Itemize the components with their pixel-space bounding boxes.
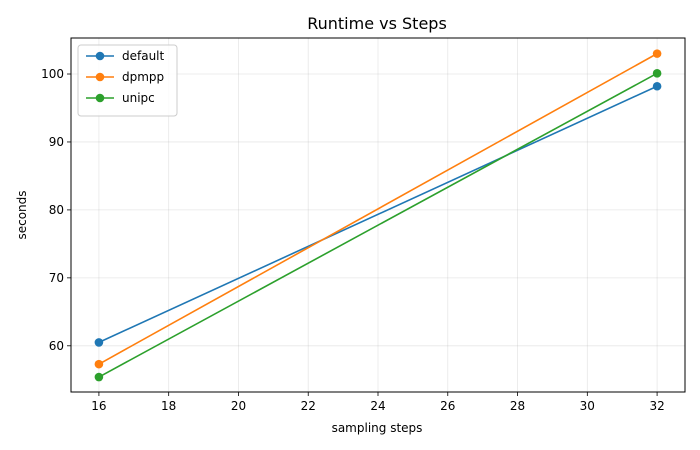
chart-title: Runtime vs Steps — [307, 14, 447, 33]
grid — [71, 38, 685, 392]
x-axis-label: sampling steps — [332, 421, 423, 435]
y-tick-label: 70 — [49, 271, 64, 285]
series-group — [94, 49, 662, 382]
data-point-unipc — [652, 69, 662, 78]
x-tick-label: 30 — [580, 399, 595, 413]
y-tick-label: 60 — [49, 339, 64, 353]
x-tick-label: 16 — [91, 399, 106, 413]
series-line-dpmpp — [98, 52, 658, 365]
x-tick-label: 18 — [161, 399, 176, 413]
data-point-default — [94, 338, 104, 347]
series-line-unipc — [98, 72, 658, 378]
x-tick-label: 20 — [231, 399, 246, 413]
legend-label-default: default — [122, 49, 165, 63]
x-tick-label: 26 — [440, 399, 455, 413]
data-point-unipc — [94, 372, 104, 382]
legend-marker-unipc — [95, 93, 105, 103]
x-tick-label: 22 — [301, 399, 316, 413]
legend-marker-dpmpp — [95, 72, 105, 82]
x-tick-label: 24 — [370, 399, 385, 413]
x-tick-label: 28 — [510, 399, 525, 413]
series-line-default — [98, 85, 658, 344]
y-axis: 60 70 80 90 100 — [41, 67, 71, 353]
legend-marker-default — [95, 51, 105, 61]
legend: default dpmpp unipc — [77, 44, 178, 117]
data-point-dpmpp — [94, 359, 104, 369]
data-point-default — [652, 81, 662, 91]
legend-label-unipc: unipc — [122, 91, 155, 105]
y-tick-label: 90 — [49, 135, 64, 149]
legend-label-dpmpp: dpmpp — [122, 70, 164, 84]
data-point-dpmpp — [652, 49, 662, 58]
x-axis: 16 18 20 22 24 26 28 30 32 — [91, 392, 665, 413]
y-tick-label: 100 — [41, 67, 64, 81]
x-tick-label: 32 — [649, 399, 664, 413]
y-axis-label: seconds — [15, 190, 29, 239]
y-tick-label: 80 — [49, 203, 64, 217]
